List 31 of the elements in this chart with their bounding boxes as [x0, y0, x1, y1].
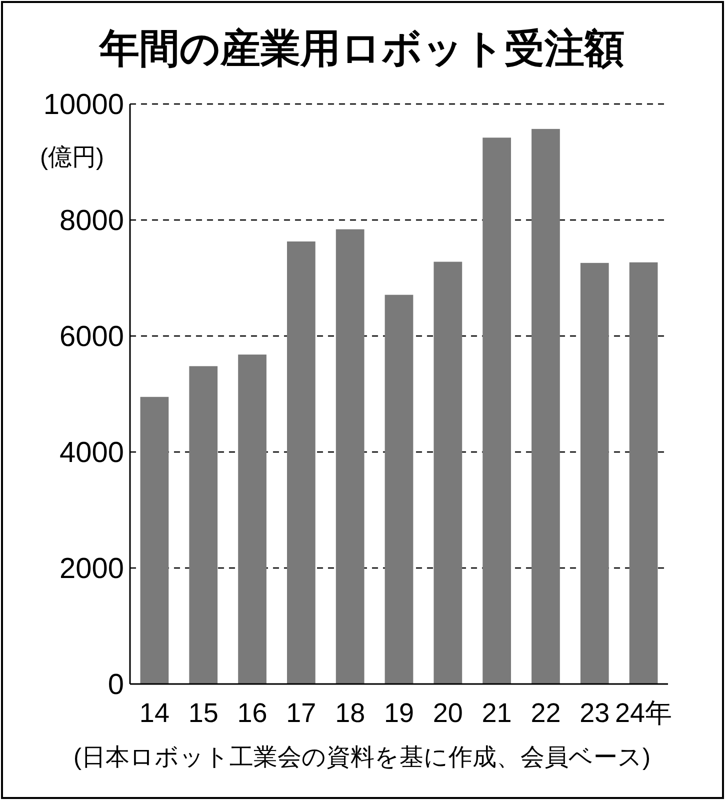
x-tick-label: 20: [432, 698, 463, 728]
y-tick-label: 2000: [59, 553, 124, 585]
bar: [287, 241, 316, 684]
bar: [189, 366, 218, 684]
bar: [336, 229, 364, 684]
y-axis-title: (億円): [40, 144, 104, 171]
x-tick-label: 14: [139, 698, 170, 728]
y-tick-label: 4000: [59, 437, 124, 469]
bar: [140, 396, 169, 684]
x-tick-label: 22: [530, 698, 561, 728]
x-tick-label: 16: [237, 698, 268, 728]
x-tick-label: 24年: [615, 698, 672, 728]
y-tick-label: 10000: [43, 89, 124, 121]
bar: [238, 354, 266, 684]
y-tick-label: 0: [108, 669, 124, 701]
bar: [580, 262, 609, 684]
x-tick-label: 23: [580, 698, 610, 728]
bar: [434, 262, 462, 684]
y-tick-label: 8000: [59, 205, 124, 237]
x-tick-label: 18: [335, 698, 366, 728]
text: (日本ロボット工業会の資料を基に作成、会員ベース): [74, 744, 650, 771]
x-tick-label: 19: [384, 698, 414, 728]
bar: [482, 138, 511, 684]
chart-title: 年間の産業用ロボット受注額: [98, 27, 624, 71]
bar: [384, 294, 414, 684]
y-tick-label: 6000: [59, 321, 124, 353]
x-tick-label: 17: [286, 698, 316, 728]
bar: [532, 128, 560, 684]
bar: [629, 262, 658, 684]
x-tick-label: 21: [482, 698, 512, 728]
x-tick-label: 15: [188, 698, 218, 728]
